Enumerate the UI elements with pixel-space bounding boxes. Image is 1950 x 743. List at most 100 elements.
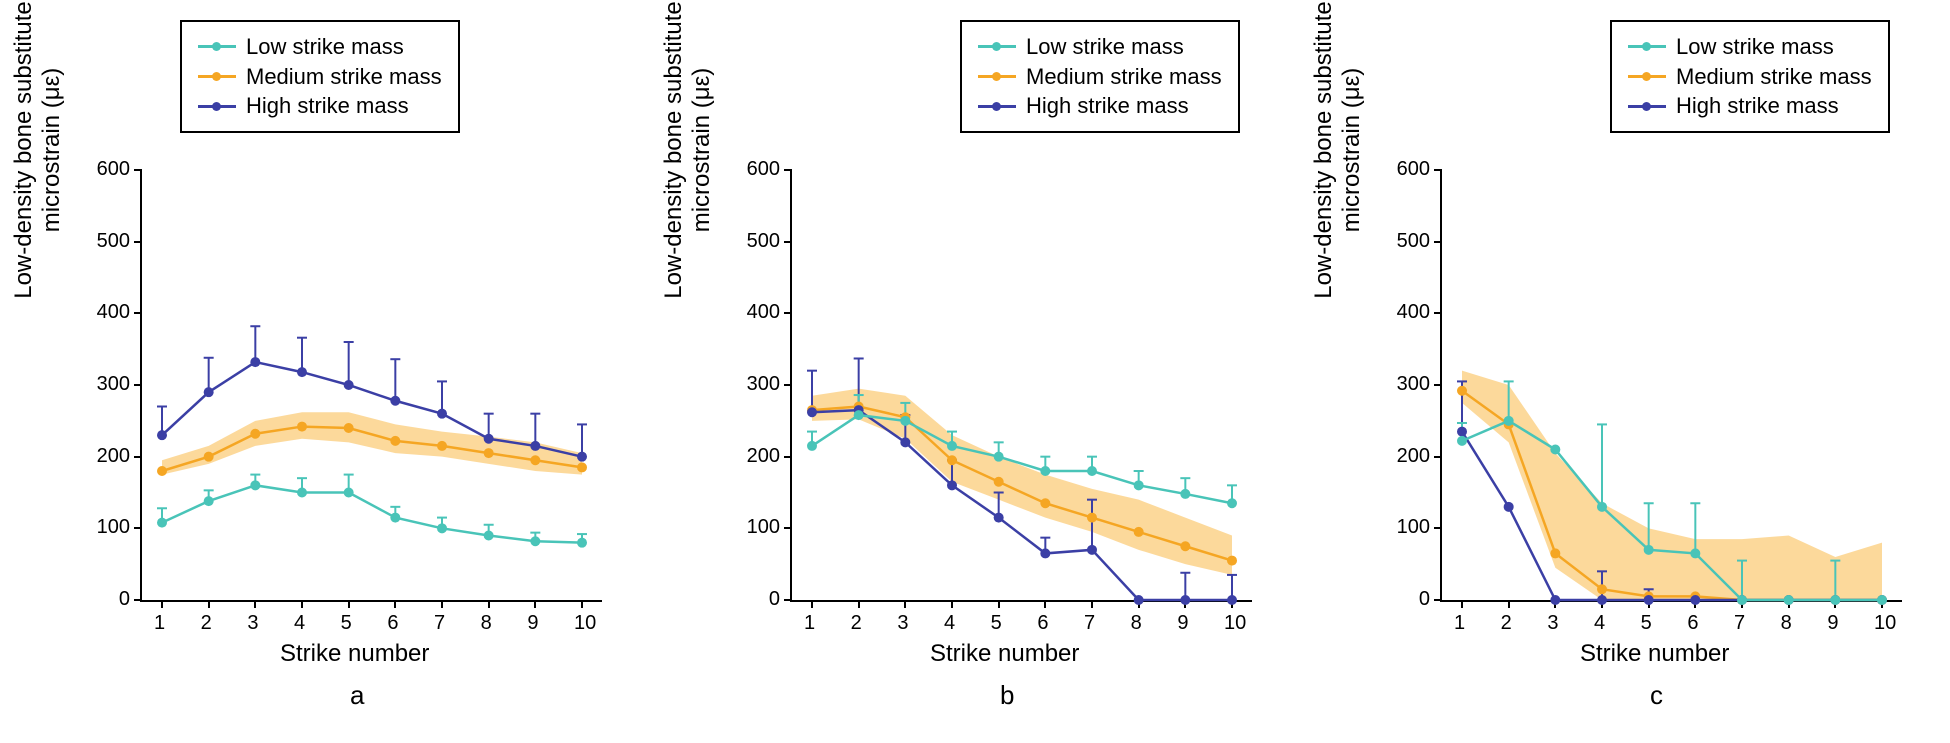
xtick-mark (254, 600, 256, 608)
xtick-label: 1 (1454, 612, 1465, 635)
xtick-label: 4 (294, 612, 305, 635)
legend-swatch (198, 75, 236, 78)
ytick-label: 400 (732, 301, 780, 324)
legend-item: Low strike mass (198, 32, 442, 62)
ytick-mark (134, 384, 142, 386)
legend-label: Low strike mass (246, 32, 404, 62)
panel-a: Low strike massMedium strike massHigh st… (20, 0, 630, 700)
series-marker-medium (250, 429, 260, 439)
legend-label: Low strike mass (1026, 32, 1184, 62)
series-marker-high (344, 380, 354, 390)
series-marker-low (1597, 502, 1607, 512)
series-marker-low (807, 441, 817, 451)
series-marker-low (1457, 436, 1467, 446)
series-marker-high (1227, 595, 1237, 605)
series-marker-high (437, 409, 447, 419)
series-marker-high (947, 480, 957, 490)
series-marker-low (437, 523, 447, 533)
series-marker-medium (1457, 386, 1467, 396)
series-marker-low (947, 441, 957, 451)
xtick-label: 6 (387, 612, 398, 635)
ytick-mark (784, 599, 792, 601)
xtick-label: 7 (1084, 612, 1095, 635)
ytick-label: 400 (82, 301, 130, 324)
series-marker-high (577, 452, 587, 462)
series-marker-low (994, 452, 1004, 462)
error-bar (390, 359, 400, 401)
xtick-mark (208, 600, 210, 608)
plot-area: 010020030040050060012345678910 (790, 170, 1252, 602)
ytick-mark (134, 241, 142, 243)
ytick-mark (784, 169, 792, 171)
xtick-mark (998, 600, 1000, 608)
ytick-label: 500 (732, 230, 780, 253)
series-marker-low (1784, 595, 1794, 605)
ytick-label: 400 (1382, 301, 1430, 324)
series-marker-low (1504, 416, 1514, 426)
xtick-label: 1 (804, 612, 815, 635)
series-marker-medium (437, 441, 447, 451)
ytick-label: 100 (82, 516, 130, 539)
series-marker-medium (1597, 584, 1607, 594)
ytick-mark (1434, 384, 1442, 386)
legend-swatch (1628, 75, 1666, 78)
series-marker-high (1597, 595, 1607, 605)
ytick-mark (1434, 312, 1442, 314)
xtick-mark (348, 600, 350, 608)
series-marker-medium (484, 448, 494, 458)
legend-label: Medium strike mass (1026, 62, 1222, 92)
xtick-label: 10 (1874, 612, 1896, 635)
series-marker-high (530, 441, 540, 451)
series-marker-medium (1180, 541, 1190, 551)
x-axis-label: Strike number (930, 640, 1079, 668)
legend-item: High strike mass (978, 91, 1222, 121)
series-marker-low (1877, 595, 1887, 605)
series-marker-low (530, 536, 540, 546)
series-marker-medium (994, 477, 1004, 487)
ytick-mark (784, 384, 792, 386)
ytick-label: 200 (82, 445, 130, 468)
series-marker-low (1040, 466, 1050, 476)
series-marker-low (1227, 498, 1237, 508)
xtick-label: 7 (434, 612, 445, 635)
series-marker-medium (1134, 527, 1144, 537)
legend-swatch (1628, 105, 1666, 108)
series-marker-high (390, 396, 400, 406)
series-marker-high (297, 367, 307, 377)
legend-swatch (978, 45, 1016, 48)
error-bar (204, 358, 214, 392)
ytick-label: 300 (1382, 373, 1430, 396)
xtick-label: 3 (247, 612, 258, 635)
ytick-label: 0 (82, 588, 130, 611)
plot-area: 010020030040050060012345678910 (140, 170, 602, 602)
series-marker-high (994, 513, 1004, 523)
xtick-label: 8 (1781, 612, 1792, 635)
ytick-mark (784, 241, 792, 243)
chart-svg (142, 170, 602, 600)
legend-label: Medium strike mass (1676, 62, 1872, 92)
series-marker-low (1690, 548, 1700, 558)
series-marker-medium (390, 436, 400, 446)
ytick-label: 0 (732, 588, 780, 611)
xtick-mark (161, 600, 163, 608)
legend-label: Low strike mass (1676, 32, 1834, 62)
series-marker-low (344, 488, 354, 498)
ytick-mark (784, 527, 792, 529)
xtick-mark (394, 600, 396, 608)
series-marker-low (854, 410, 864, 420)
series-marker-high (1550, 595, 1560, 605)
legend-swatch (198, 105, 236, 108)
series-marker-medium (1550, 548, 1560, 558)
legend-label: High strike mass (246, 91, 409, 121)
series-line-low (162, 485, 582, 542)
series-marker-high (484, 434, 494, 444)
panel-c: Low strike massMedium strike massHigh st… (1320, 0, 1930, 700)
series-marker-low (1134, 480, 1144, 490)
xtick-label: 6 (1037, 612, 1048, 635)
confidence-band (1462, 371, 1882, 600)
ytick-mark (134, 527, 142, 529)
series-marker-high (1690, 595, 1700, 605)
xtick-label: 2 (1501, 612, 1512, 635)
xtick-label: 2 (201, 612, 212, 635)
legend-item: High strike mass (1628, 91, 1872, 121)
